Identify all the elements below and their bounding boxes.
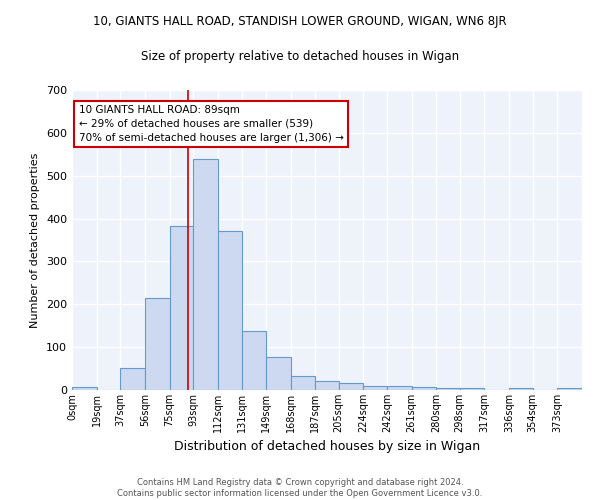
- Bar: [72, 387, 97, 390]
- Bar: [193, 158, 218, 390]
- Bar: [557, 388, 582, 390]
- Bar: [436, 388, 460, 390]
- Bar: [315, 380, 339, 390]
- Bar: [387, 386, 412, 390]
- Y-axis label: Number of detached properties: Number of detached properties: [31, 152, 40, 328]
- Bar: [412, 386, 436, 390]
- Text: 10 GIANTS HALL ROAD: 89sqm
← 29% of detached houses are smaller (539)
70% of sem: 10 GIANTS HALL ROAD: 89sqm ← 29% of deta…: [79, 105, 343, 143]
- Bar: [364, 386, 387, 390]
- Bar: [339, 382, 364, 390]
- Text: Contains HM Land Registry data © Crown copyright and database right 2024.
Contai: Contains HM Land Registry data © Crown c…: [118, 478, 482, 498]
- Text: Size of property relative to detached houses in Wigan: Size of property relative to detached ho…: [141, 50, 459, 63]
- Text: 10, GIANTS HALL ROAD, STANDISH LOWER GROUND, WIGAN, WN6 8JR: 10, GIANTS HALL ROAD, STANDISH LOWER GRO…: [93, 15, 507, 28]
- Bar: [120, 368, 145, 390]
- Bar: [170, 226, 193, 390]
- Bar: [242, 331, 266, 390]
- Bar: [145, 298, 170, 390]
- Bar: [509, 388, 533, 390]
- Bar: [266, 356, 290, 390]
- Bar: [460, 388, 484, 390]
- Bar: [290, 376, 315, 390]
- Bar: [218, 232, 242, 390]
- X-axis label: Distribution of detached houses by size in Wigan: Distribution of detached houses by size …: [174, 440, 480, 454]
